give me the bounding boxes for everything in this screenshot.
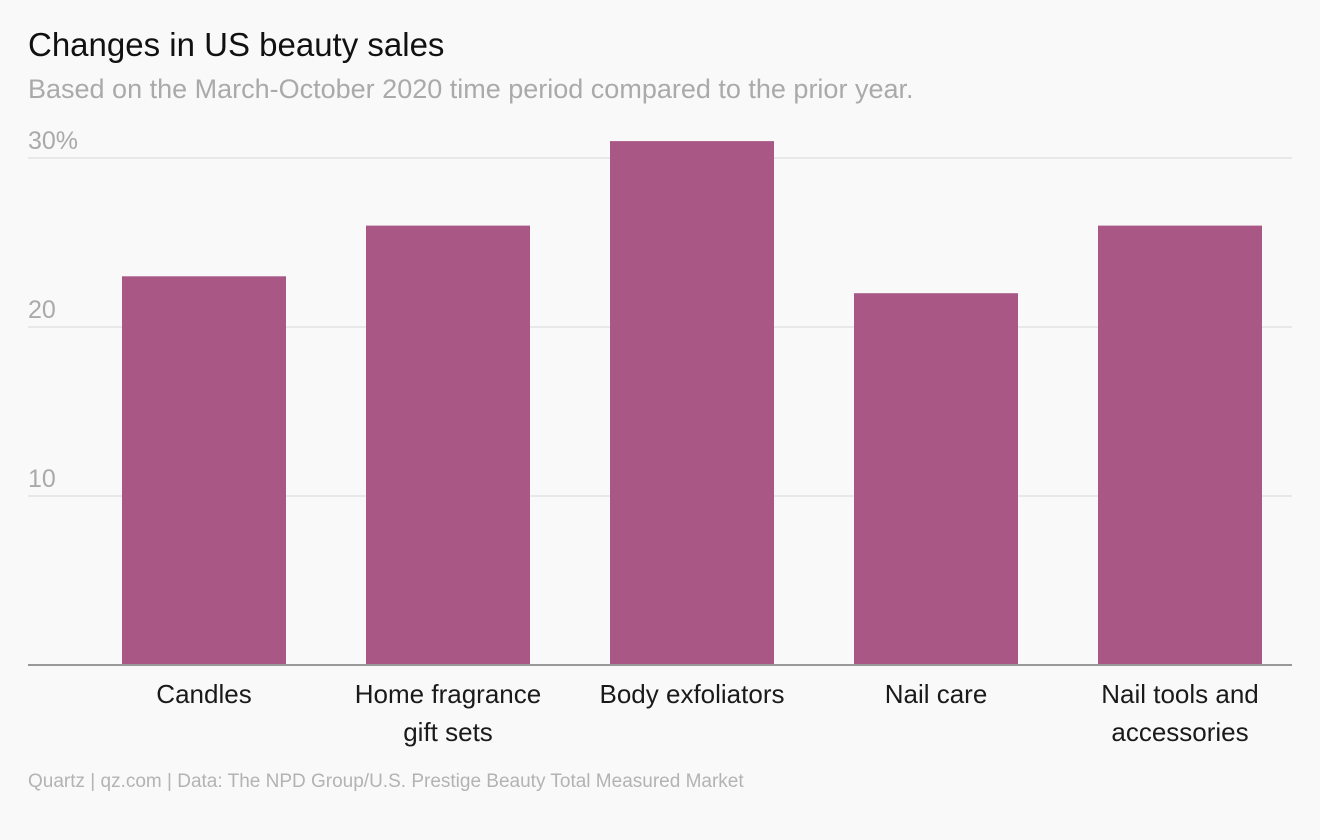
x-category-label-line: Nail care <box>885 679 988 709</box>
bars <box>122 141 1262 666</box>
x-category-labels: Candles Home fragrance gift sets Body exfol… <box>156 679 1258 747</box>
bar <box>854 293 1018 665</box>
bar <box>610 141 774 666</box>
x-category-label-line: Nail tools and <box>1101 679 1259 709</box>
y-tick-label: 20 <box>28 296 56 324</box>
bar <box>366 225 530 665</box>
x-category-label: Nail tools and accessories <box>1101 679 1259 747</box>
x-category-label-line: Body exfoliators <box>600 679 785 709</box>
y-tick-labels: 10 20 30% <box>28 127 78 493</box>
chart-subtitle: Based on the March-October 2020 time per… <box>28 74 914 104</box>
x-category-label-line: accessories <box>1111 717 1248 747</box>
x-category-label: Body exfoliators <box>600 679 785 709</box>
x-category-label: Nail care <box>885 679 988 709</box>
x-category-label: Candles <box>156 679 251 709</box>
x-category-label-line: Candles <box>156 679 251 709</box>
chart-title: Changes in US beauty sales <box>28 26 445 63</box>
source-footer: Quartz | qz.com | Data: The NPD Group/U.… <box>28 771 744 792</box>
y-tick-label: 30% <box>28 127 78 155</box>
y-tick-label: 10 <box>28 465 56 493</box>
bar <box>122 276 286 665</box>
bar <box>1098 225 1262 665</box>
x-category-label-line: Home fragrance <box>355 679 541 709</box>
x-category-label: Home fragrance gift sets <box>355 679 541 747</box>
x-category-label-line: gift sets <box>403 717 493 747</box>
